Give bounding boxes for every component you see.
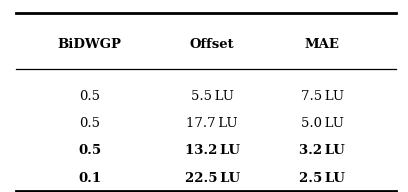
- Text: Offset: Offset: [190, 38, 235, 51]
- Text: 0.1: 0.1: [78, 172, 101, 185]
- Text: 5.0 LU: 5.0 LU: [301, 117, 344, 130]
- Text: 5.5 LU: 5.5 LU: [191, 90, 234, 103]
- Text: 0.5: 0.5: [78, 144, 101, 157]
- Text: 22.5 LU: 22.5 LU: [184, 172, 240, 185]
- Text: 7.5 LU: 7.5 LU: [301, 90, 344, 103]
- Text: 2.5 LU: 2.5 LU: [299, 172, 345, 185]
- Text: 0.5: 0.5: [79, 117, 100, 130]
- Text: BiDWGP: BiDWGP: [58, 38, 122, 51]
- Text: 0.5: 0.5: [79, 90, 100, 103]
- Text: 13.2 LU: 13.2 LU: [185, 144, 239, 157]
- Text: 3.2 LU: 3.2 LU: [299, 144, 345, 157]
- Text: 17.7 LU: 17.7 LU: [186, 117, 238, 130]
- Text: MAE: MAE: [305, 38, 340, 51]
